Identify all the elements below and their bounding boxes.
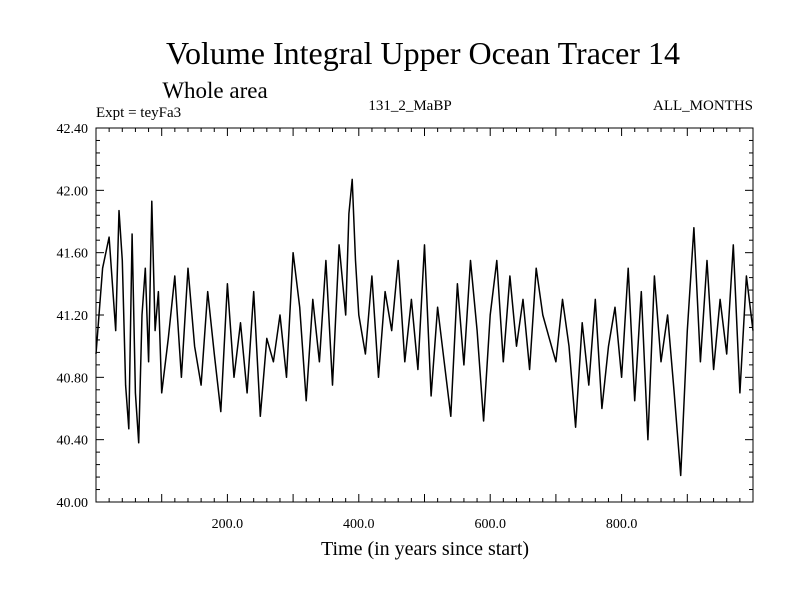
y-tick-label: 41.20 xyxy=(57,309,89,324)
x-tick-label: 600.0 xyxy=(474,517,506,532)
plot-frame xyxy=(95,127,754,503)
y-tick-label: 42.40 xyxy=(57,122,89,137)
series-line xyxy=(95,178,754,477)
y-tick-label: 40.40 xyxy=(57,434,89,449)
months-label: ALL_MONTHS xyxy=(653,98,753,114)
plot-area: 200.0 400.0 600.0 800.0 40.00 40.40 40.80 41.20… xyxy=(57,122,754,532)
period-label: 131_2_MaBP xyxy=(368,98,451,114)
x-tick-label: 400.0 xyxy=(343,517,375,532)
experiment-label: Expt = teyFa3 xyxy=(96,105,181,121)
x-tick-label: 800.0 xyxy=(606,517,638,532)
x-tick-label: 200.0 xyxy=(212,517,244,532)
chart-title: Volume Integral Upper Ocean Tracer 14 xyxy=(166,35,680,71)
x-axis-label: Time (in years since start) xyxy=(321,538,529,560)
chart-subtitle: Whole area xyxy=(162,78,267,103)
y-tick-label: 41.60 xyxy=(57,247,89,262)
y-tick-label: 40.80 xyxy=(57,371,89,386)
y-tick-label: 42.00 xyxy=(57,184,89,199)
y-tick-label: 40.00 xyxy=(57,496,89,511)
